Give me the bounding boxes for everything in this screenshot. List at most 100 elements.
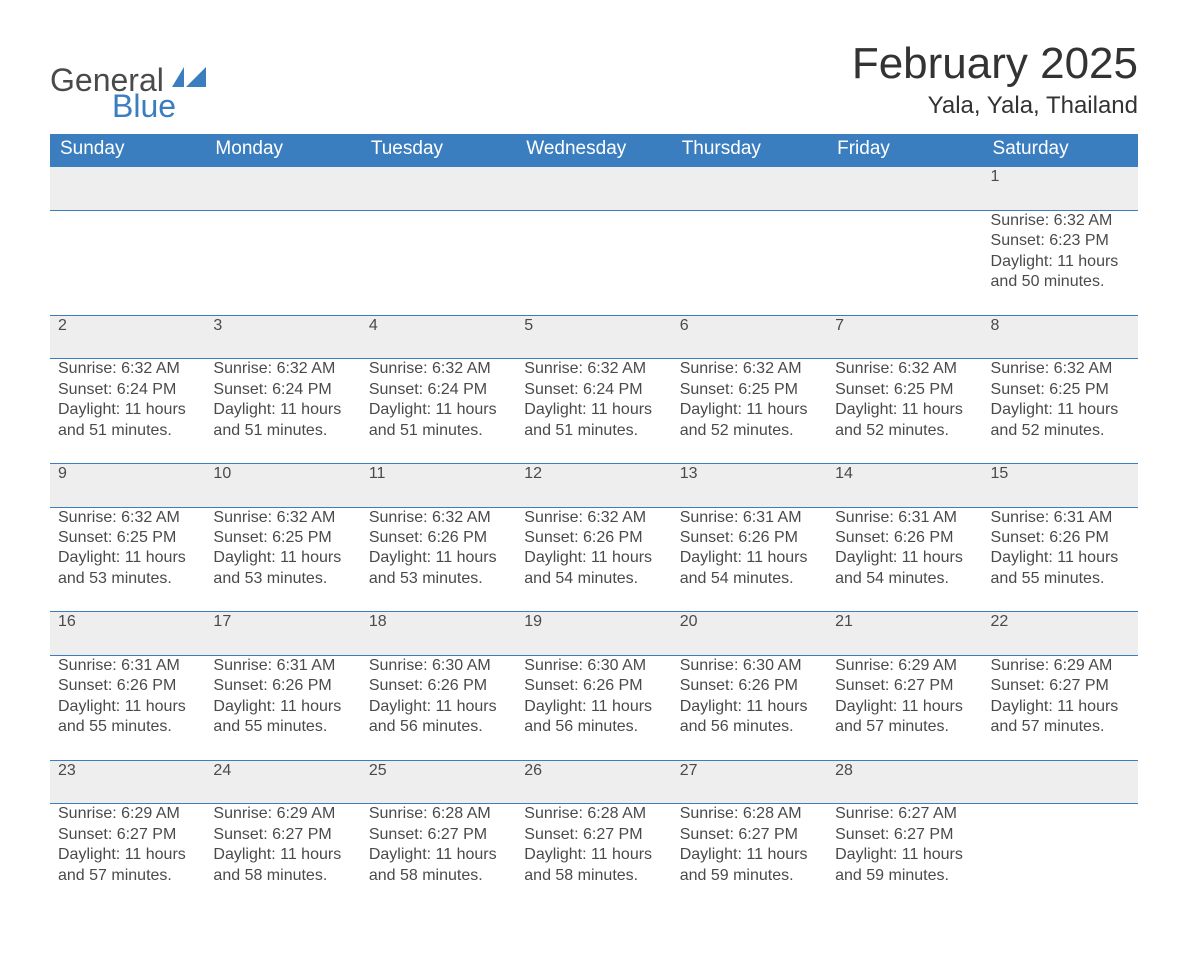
sunset-text: Sunset: 6:25 PM: [991, 380, 1130, 400]
sunset-text: Sunset: 6:24 PM: [58, 380, 197, 400]
day-detail-cell: [983, 804, 1138, 908]
sunrise-text: Sunrise: 6:32 AM: [991, 211, 1130, 231]
sunset-text: Sunset: 6:27 PM: [524, 825, 663, 845]
sunrise-text: Sunrise: 6:32 AM: [991, 359, 1130, 379]
day-number-cell: 2: [50, 315, 205, 358]
day-number-row: 1: [50, 167, 1138, 210]
daylight-text: Daylight: 11 hours and 52 minutes.: [835, 400, 974, 441]
day-detail-cell: Sunrise: 6:29 AMSunset: 6:27 PMDaylight:…: [50, 804, 205, 908]
sunset-text: Sunset: 6:27 PM: [213, 825, 352, 845]
day-number-cell: [983, 760, 1138, 803]
sunrise-text: Sunrise: 6:32 AM: [213, 508, 352, 528]
daylight-text: Daylight: 11 hours and 56 minutes.: [524, 697, 663, 738]
sunrise-text: Sunrise: 6:32 AM: [835, 359, 974, 379]
daylight-text: Daylight: 11 hours and 52 minutes.: [680, 400, 819, 441]
sunset-text: Sunset: 6:25 PM: [213, 528, 352, 548]
sunset-text: Sunset: 6:23 PM: [991, 231, 1130, 251]
sunset-text: Sunset: 6:27 PM: [58, 825, 197, 845]
day-detail-cell: [205, 210, 360, 315]
daylight-text: Daylight: 11 hours and 55 minutes.: [991, 548, 1130, 589]
day-number-cell: 24: [205, 760, 360, 803]
day-number-cell: 25: [361, 760, 516, 803]
sunset-text: Sunset: 6:26 PM: [680, 676, 819, 696]
day-detail-cell: Sunrise: 6:32 AMSunset: 6:23 PMDaylight:…: [983, 210, 1138, 315]
day-detail-cell: Sunrise: 6:30 AMSunset: 6:26 PMDaylight:…: [672, 655, 827, 760]
day-detail-cell: Sunrise: 6:31 AMSunset: 6:26 PMDaylight:…: [983, 507, 1138, 612]
day-number-cell: 6: [672, 315, 827, 358]
sunrise-text: Sunrise: 6:32 AM: [58, 359, 197, 379]
day-number-cell: [672, 167, 827, 210]
day-detail-cell: [672, 210, 827, 315]
day-detail-cell: Sunrise: 6:29 AMSunset: 6:27 PMDaylight:…: [205, 804, 360, 908]
daylight-text: Daylight: 11 hours and 54 minutes.: [835, 548, 974, 589]
day-number-cell: [827, 167, 982, 210]
day-detail-row: Sunrise: 6:32 AMSunset: 6:24 PMDaylight:…: [50, 359, 1138, 464]
day-detail-cell: [361, 210, 516, 315]
daylight-text: Daylight: 11 hours and 58 minutes.: [369, 845, 508, 886]
day-number-cell: 8: [983, 315, 1138, 358]
daylight-text: Daylight: 11 hours and 51 minutes.: [58, 400, 197, 441]
daylight-text: Daylight: 11 hours and 55 minutes.: [58, 697, 197, 738]
logo-flag-icon: [172, 60, 206, 80]
sunrise-text: Sunrise: 6:32 AM: [213, 359, 352, 379]
daylight-text: Daylight: 11 hours and 53 minutes.: [369, 548, 508, 589]
logo-word-2: Blue: [112, 90, 206, 122]
daylight-text: Daylight: 11 hours and 51 minutes.: [369, 400, 508, 441]
day-detail-cell: Sunrise: 6:31 AMSunset: 6:26 PMDaylight:…: [672, 507, 827, 612]
sunset-text: Sunset: 6:26 PM: [991, 528, 1130, 548]
sunset-text: Sunset: 6:26 PM: [524, 528, 663, 548]
day-detail-cell: Sunrise: 6:29 AMSunset: 6:27 PMDaylight:…: [827, 655, 982, 760]
day-detail-cell: Sunrise: 6:32 AMSunset: 6:24 PMDaylight:…: [50, 359, 205, 464]
sunset-text: Sunset: 6:27 PM: [835, 676, 974, 696]
day-number-cell: 3: [205, 315, 360, 358]
sunset-text: Sunset: 6:27 PM: [991, 676, 1130, 696]
daylight-text: Daylight: 11 hours and 52 minutes.: [991, 400, 1130, 441]
sunrise-text: Sunrise: 6:32 AM: [524, 508, 663, 528]
sunset-text: Sunset: 6:26 PM: [524, 676, 663, 696]
daylight-text: Daylight: 11 hours and 50 minutes.: [991, 252, 1130, 293]
day-detail-cell: Sunrise: 6:32 AMSunset: 6:24 PMDaylight:…: [205, 359, 360, 464]
day-detail-cell: Sunrise: 6:28 AMSunset: 6:27 PMDaylight:…: [516, 804, 671, 908]
sunrise-text: Sunrise: 6:29 AM: [58, 804, 197, 824]
sunrise-text: Sunrise: 6:32 AM: [680, 359, 819, 379]
daylight-text: Daylight: 11 hours and 58 minutes.: [524, 845, 663, 886]
day-detail-row: Sunrise: 6:31 AMSunset: 6:26 PMDaylight:…: [50, 655, 1138, 760]
day-number-cell: 28: [827, 760, 982, 803]
day-number-cell: 22: [983, 612, 1138, 655]
weekday-header: Monday: [205, 134, 360, 167]
daylight-text: Daylight: 11 hours and 51 minutes.: [524, 400, 663, 441]
day-number-cell: 16: [50, 612, 205, 655]
day-detail-cell: Sunrise: 6:30 AMSunset: 6:26 PMDaylight:…: [516, 655, 671, 760]
sunset-text: Sunset: 6:26 PM: [835, 528, 974, 548]
day-detail-cell: [827, 210, 982, 315]
month-year-title: February 2025: [852, 40, 1138, 88]
day-detail-cell: [50, 210, 205, 315]
location-subtitle: Yala, Yala, Thailand: [852, 92, 1138, 120]
sunrise-text: Sunrise: 6:29 AM: [991, 656, 1130, 676]
sunrise-text: Sunrise: 6:28 AM: [680, 804, 819, 824]
logo: General Blue: [50, 40, 206, 122]
daylight-text: Daylight: 11 hours and 54 minutes.: [524, 548, 663, 589]
day-detail-cell: Sunrise: 6:32 AMSunset: 6:24 PMDaylight:…: [361, 359, 516, 464]
day-number-cell: 27: [672, 760, 827, 803]
day-number-cell: 13: [672, 464, 827, 507]
daylight-text: Daylight: 11 hours and 57 minutes.: [991, 697, 1130, 738]
calendar-body: 1Sunrise: 6:32 AMSunset: 6:23 PMDaylight…: [50, 167, 1138, 908]
day-number-cell: 26: [516, 760, 671, 803]
day-number-cell: 18: [361, 612, 516, 655]
daylight-text: Daylight: 11 hours and 51 minutes.: [213, 400, 352, 441]
day-number-cell: [205, 167, 360, 210]
daylight-text: Daylight: 11 hours and 54 minutes.: [680, 548, 819, 589]
daylight-text: Daylight: 11 hours and 57 minutes.: [835, 697, 974, 738]
day-number-cell: 21: [827, 612, 982, 655]
sunset-text: Sunset: 6:27 PM: [369, 825, 508, 845]
day-detail-cell: Sunrise: 6:32 AMSunset: 6:25 PMDaylight:…: [827, 359, 982, 464]
sunrise-text: Sunrise: 6:28 AM: [524, 804, 663, 824]
daylight-text: Daylight: 11 hours and 57 minutes.: [58, 845, 197, 886]
calendar-table: Sunday Monday Tuesday Wednesday Thursday…: [50, 134, 1138, 908]
sunrise-text: Sunrise: 6:29 AM: [213, 804, 352, 824]
day-number-row: 232425262728: [50, 760, 1138, 803]
day-number-row: 9101112131415: [50, 464, 1138, 507]
weekday-header: Friday: [827, 134, 982, 167]
day-number-cell: 14: [827, 464, 982, 507]
